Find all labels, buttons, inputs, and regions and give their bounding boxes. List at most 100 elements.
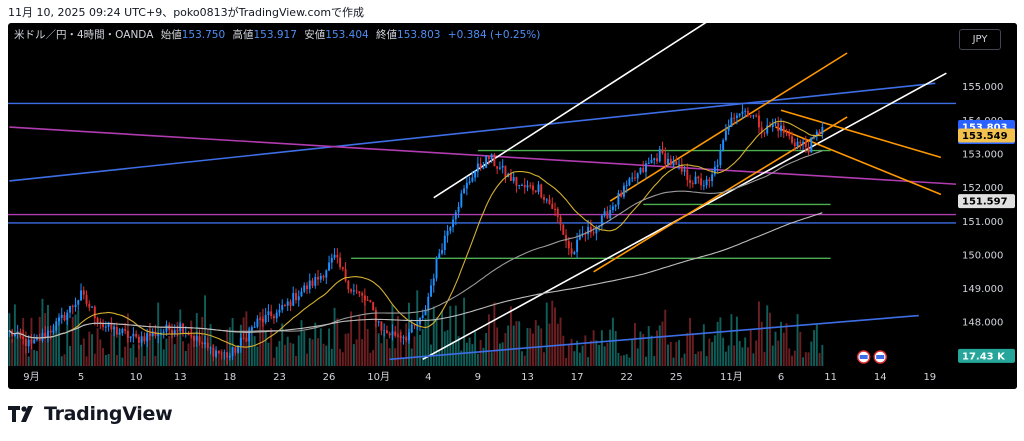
candle-body (239, 337, 242, 346)
volume-bar (190, 320, 193, 366)
candle-body (763, 132, 766, 134)
volume-bar (179, 309, 182, 366)
volume-bar (377, 333, 380, 366)
volume-bar (799, 331, 802, 366)
candle-body (118, 333, 121, 335)
candle-body (501, 165, 504, 168)
volume-bar (421, 329, 424, 366)
volume-bar (598, 344, 601, 366)
volume-bar (777, 340, 780, 366)
candle-body (700, 178, 703, 186)
candle-body (799, 141, 802, 144)
volume-bar (341, 352, 344, 366)
trend-line (9, 82, 936, 182)
candle-body (813, 135, 816, 138)
candle-body (722, 140, 725, 151)
volume-bar (270, 328, 273, 366)
candle-body (91, 306, 94, 308)
volume-bar (565, 357, 568, 366)
brand-name: TradingView (44, 403, 173, 425)
candle-body (573, 252, 576, 254)
candle-body (24, 338, 27, 347)
candle-body (49, 330, 52, 333)
volume-bar (306, 353, 308, 366)
candle-body (587, 226, 590, 235)
candle-body (716, 165, 719, 167)
volume-bar (154, 355, 157, 366)
candle-body (658, 149, 661, 162)
volume-bar (810, 341, 813, 366)
candle-body (228, 356, 231, 358)
candle-body (427, 296, 430, 310)
chart-frame[interactable]: 155.000154.000153.000152.000151.000150.0… (8, 23, 1017, 389)
price-chart[interactable]: 155.000154.000153.000152.000151.000150.0… (8, 23, 1017, 389)
candle-body (201, 342, 204, 345)
candle-body (565, 234, 568, 242)
candle-body (518, 185, 521, 187)
volume-bar (724, 351, 727, 366)
candle-body (738, 113, 741, 116)
volume-bar (763, 351, 766, 366)
volume-bar (815, 323, 818, 366)
volume-bar (509, 306, 512, 366)
candle-body (391, 331, 394, 336)
volume-bar (700, 351, 703, 366)
volume-bar (24, 347, 27, 366)
volume-bar (622, 355, 625, 366)
price-label-box (958, 194, 1015, 209)
candle-body (479, 163, 482, 168)
volume-bar (396, 315, 399, 366)
trend-line (775, 126, 942, 196)
candle-body (286, 301, 289, 306)
volume-bar (667, 344, 669, 366)
candle-body (782, 125, 785, 133)
volume-bar (578, 352, 581, 366)
candle-body (250, 327, 253, 331)
candle-body (446, 230, 449, 236)
candle-body (413, 324, 416, 326)
volume-bar (93, 353, 96, 366)
time-tick-label: 5 (78, 372, 84, 383)
candle-body (231, 347, 234, 357)
volume-bar (427, 310, 430, 366)
volume-bar (52, 325, 55, 366)
candle-body (664, 153, 667, 165)
volume-bar (545, 302, 548, 366)
time-tick-label: 22 (620, 372, 633, 383)
candle-body (567, 241, 570, 249)
candle-body (730, 117, 733, 127)
volume-bar (281, 323, 284, 366)
volume-bar (603, 346, 606, 366)
volume-bar (283, 344, 286, 366)
volume-bar (80, 344, 82, 366)
volume-bar (261, 308, 264, 366)
volume-bar (198, 340, 201, 366)
candle-body (63, 314, 66, 321)
candle-body (27, 339, 30, 347)
candle-body (633, 177, 636, 179)
volume-bar (55, 326, 58, 366)
volume-bar (209, 324, 212, 366)
time-tick-label: 11 (824, 372, 837, 383)
candle-body (490, 154, 493, 160)
candle-body (209, 347, 212, 349)
volume-bar (611, 317, 614, 366)
volume-bar (388, 348, 391, 366)
candle-body (350, 289, 353, 292)
volume-bar (636, 348, 639, 366)
candle-body (719, 150, 722, 166)
candle-body (578, 234, 581, 240)
candle-body (788, 133, 791, 137)
volume-bar (297, 335, 300, 366)
candle-body (620, 193, 623, 197)
volume-bar (292, 343, 295, 366)
candle-body (330, 257, 333, 263)
volume-bar (689, 317, 692, 366)
volume-bar (204, 295, 207, 366)
candle-body (523, 184, 526, 188)
volume-bar (614, 331, 617, 366)
currency-button[interactable]: JPY (959, 29, 1001, 50)
volume-bar (493, 302, 496, 366)
volume-bar (413, 336, 416, 366)
volume-bar (228, 327, 231, 366)
